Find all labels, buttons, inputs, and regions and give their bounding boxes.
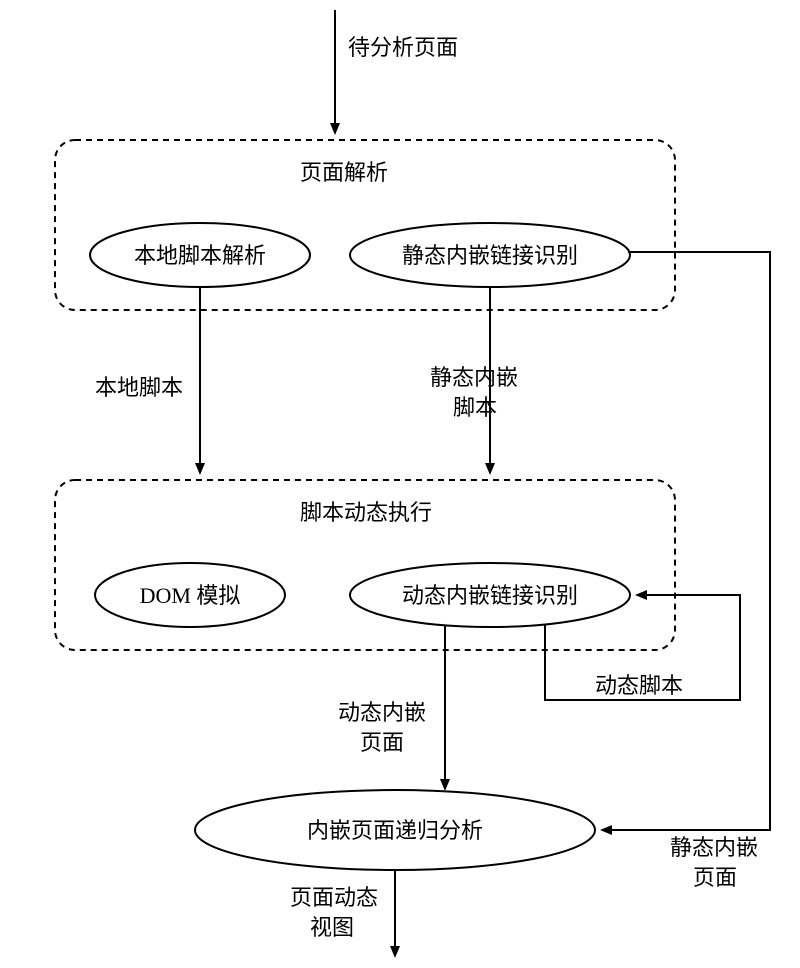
- label-dynamic-link-detect: 动态内嵌链接识别: [402, 583, 578, 608]
- label-local-script: 本地脚本: [95, 375, 183, 400]
- label-dom-sim: DOM 模拟: [140, 583, 241, 608]
- label-static-link-detect: 静态内嵌链接识别: [402, 243, 578, 268]
- label-static-script-2: 脚本: [453, 395, 497, 420]
- label-static-page-2: 页面: [693, 865, 737, 890]
- label-output-2: 视图: [310, 915, 354, 940]
- label-recursive-analysis: 内嵌页面递归分析: [307, 818, 483, 843]
- label-dynamic-script: 动态脚本: [595, 673, 683, 698]
- title-script-exec: 脚本动态执行: [300, 500, 432, 525]
- label-static-page-1: 静态内嵌: [670, 835, 758, 860]
- arrow-static-page-feedback: [602, 252, 770, 830]
- label-dynamic-page-1: 动态内嵌: [338, 700, 426, 725]
- label-dynamic-page-2: 页面: [360, 730, 404, 755]
- label-static-script-1: 静态内嵌: [430, 365, 518, 390]
- title-page-parse: 页面解析: [300, 160, 388, 185]
- label-output-1: 页面动态: [290, 885, 378, 910]
- label-local-script-parse: 本地脚本解析: [134, 243, 266, 268]
- label-input: 待分析页面: [348, 35, 458, 60]
